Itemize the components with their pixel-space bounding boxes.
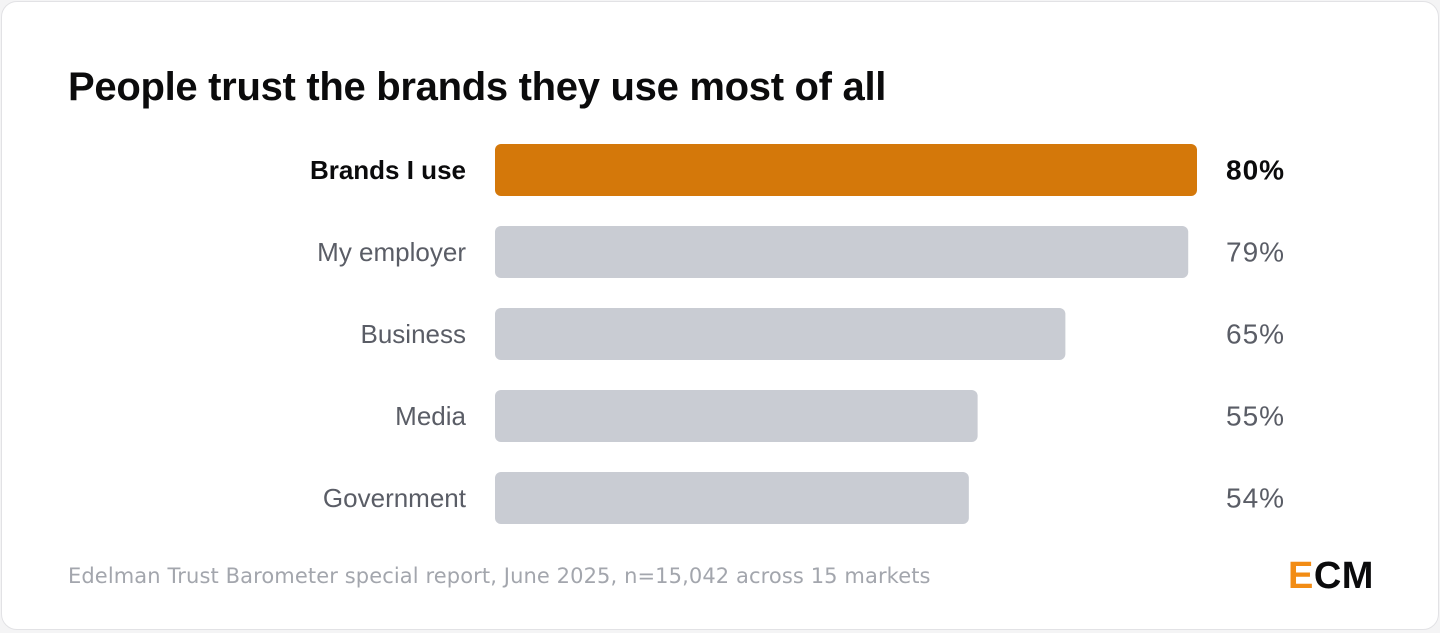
ecm-logo: ECM	[1288, 555, 1374, 597]
value-label: 54%	[1226, 483, 1285, 514]
bar-row: Media 55%	[395, 390, 1285, 442]
bar-highlighted	[495, 144, 1197, 196]
category-label: Government	[323, 483, 467, 513]
source-note: Edelman Trust Barometer special report, …	[68, 564, 931, 588]
value-label: 55%	[1226, 401, 1285, 432]
logo-accent-letter: E	[1288, 555, 1314, 597]
bar	[495, 390, 978, 442]
bar-row: Brands I use 80%	[310, 144, 1285, 196]
bar-row: My employer 79%	[317, 226, 1285, 278]
logo-rest: CM	[1313, 555, 1374, 597]
value-label: 80%	[1226, 155, 1285, 186]
category-label: My employer	[317, 237, 466, 267]
category-label: Business	[361, 319, 467, 349]
bar	[495, 226, 1189, 278]
bar-row: Government 54%	[323, 472, 1285, 524]
value-label: 65%	[1226, 319, 1285, 350]
bar-row: Business 65%	[361, 308, 1285, 360]
category-label: Media	[395, 401, 466, 431]
chart-title: People trust the brands they use most of…	[68, 65, 887, 109]
bar	[495, 308, 1066, 360]
bar	[495, 472, 969, 524]
category-label: Brands I use	[310, 155, 466, 185]
value-label: 79%	[1226, 237, 1285, 268]
